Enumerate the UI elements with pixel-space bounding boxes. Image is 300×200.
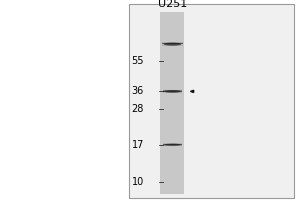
Ellipse shape bbox=[164, 144, 181, 146]
Bar bbox=[163, 92, 182, 93]
Ellipse shape bbox=[164, 43, 181, 46]
Text: 10: 10 bbox=[132, 177, 144, 187]
Bar bbox=[163, 146, 182, 147]
Bar bbox=[162, 46, 183, 47]
Bar bbox=[163, 145, 182, 146]
Text: 17: 17 bbox=[132, 140, 144, 150]
Text: 55: 55 bbox=[131, 56, 144, 66]
Text: 28: 28 bbox=[132, 104, 144, 114]
Bar bbox=[163, 93, 182, 94]
Bar bbox=[163, 90, 182, 91]
Bar bbox=[162, 45, 183, 46]
Ellipse shape bbox=[164, 90, 181, 93]
Bar bbox=[163, 144, 182, 145]
Bar bbox=[162, 42, 183, 43]
Bar bbox=[129, 4, 294, 198]
Bar bbox=[160, 12, 184, 194]
Bar bbox=[163, 89, 182, 90]
Text: U251: U251 bbox=[158, 0, 187, 9]
Bar bbox=[162, 43, 183, 44]
Polygon shape bbox=[190, 90, 194, 93]
Bar bbox=[163, 91, 182, 92]
Bar bbox=[162, 41, 183, 42]
Bar bbox=[163, 143, 182, 144]
Text: 36: 36 bbox=[132, 86, 144, 96]
